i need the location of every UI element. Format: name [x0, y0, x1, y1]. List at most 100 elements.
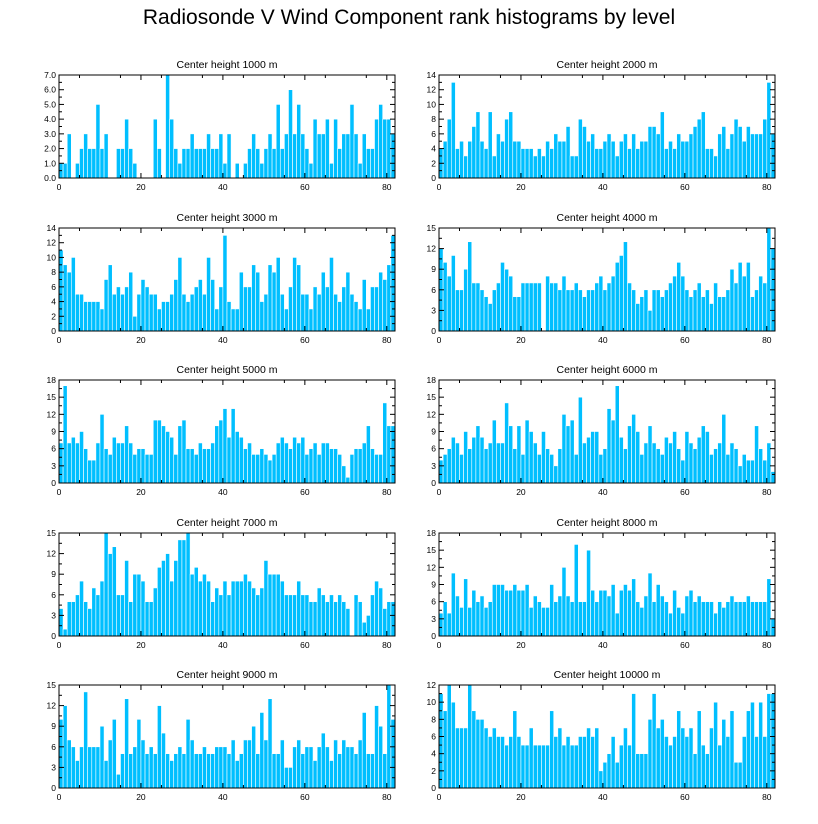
bar — [553, 601, 559, 637]
panel-9: Center height 9000 m 0 3 6 9 12 15 0 20 40 60 80 — [47, 669, 396, 802]
bar — [590, 133, 596, 179]
bar — [165, 553, 170, 637]
bar — [516, 425, 522, 484]
bar — [664, 148, 669, 179]
bar — [705, 289, 710, 332]
bar — [528, 148, 534, 179]
bar — [234, 431, 240, 484]
bar — [238, 753, 244, 789]
bar — [120, 753, 125, 789]
bar — [263, 560, 269, 637]
bar — [618, 744, 624, 789]
bar — [594, 282, 600, 332]
bar — [234, 760, 240, 789]
bar — [75, 293, 80, 332]
bar — [185, 448, 191, 484]
bar — [181, 293, 187, 332]
bar — [627, 148, 632, 179]
bar — [635, 601, 641, 637]
bar — [177, 539, 183, 637]
bar — [345, 746, 351, 789]
bar — [325, 746, 330, 789]
bar — [455, 148, 460, 179]
bar — [573, 282, 579, 332]
bar — [308, 601, 314, 637]
bar — [99, 725, 105, 789]
bar — [198, 580, 203, 637]
bar — [627, 425, 632, 484]
bar — [635, 303, 641, 332]
bar — [353, 448, 359, 484]
bar — [279, 148, 285, 179]
bar — [487, 111, 493, 179]
bar — [353, 133, 359, 179]
bar — [103, 133, 109, 179]
bar — [647, 572, 653, 637]
bar — [455, 289, 460, 332]
bar — [647, 425, 653, 484]
bar — [516, 589, 522, 637]
bar — [103, 760, 109, 789]
bar — [275, 753, 281, 789]
bar — [758, 133, 764, 179]
bar — [680, 612, 686, 637]
y-tick-label: 0 — [431, 173, 436, 183]
bar — [705, 148, 710, 179]
bar — [79, 580, 84, 637]
bar — [578, 289, 583, 332]
bar — [161, 301, 166, 332]
y-tick-label: 3 — [51, 610, 56, 620]
bar — [193, 454, 199, 484]
bar — [496, 584, 501, 637]
bar — [386, 684, 392, 789]
x-tick-label: 20 — [136, 487, 146, 497]
bar — [238, 436, 244, 484]
bar — [271, 454, 277, 484]
bar — [598, 454, 604, 484]
bar — [312, 286, 318, 332]
bar — [450, 436, 456, 484]
bar — [746, 595, 751, 637]
bar — [651, 126, 657, 179]
bar — [594, 601, 600, 637]
bar — [259, 301, 265, 332]
bar — [361, 442, 367, 484]
bar — [124, 425, 129, 484]
bar — [251, 587, 256, 637]
bar — [692, 753, 698, 789]
bar — [329, 760, 334, 789]
x-tick-label: 20 — [516, 487, 526, 497]
bar — [206, 580, 211, 637]
y-tick-label: 0 — [51, 478, 56, 488]
panel-title: Center height 6000 m — [557, 364, 658, 376]
bar — [643, 595, 649, 637]
bar — [341, 286, 347, 332]
bar — [333, 448, 338, 484]
bar — [247, 580, 252, 637]
bar — [91, 148, 97, 179]
bar — [308, 308, 314, 332]
bar — [370, 753, 375, 789]
bar — [374, 454, 379, 484]
bar — [729, 595, 735, 637]
bar — [226, 133, 232, 179]
y-tick-label: 15 — [47, 392, 57, 402]
bar — [676, 448, 682, 484]
bar — [573, 544, 579, 637]
bar — [79, 746, 84, 789]
bar — [549, 710, 555, 789]
bar — [99, 580, 105, 637]
bar — [586, 289, 591, 332]
bar — [165, 753, 170, 789]
bar — [255, 753, 261, 789]
bar — [438, 612, 444, 637]
bar — [541, 607, 546, 637]
bar — [496, 133, 501, 179]
bar — [333, 293, 338, 332]
bar — [83, 448, 88, 484]
x-tick-label: 80 — [382, 182, 392, 192]
bar — [483, 727, 489, 789]
bar — [284, 308, 289, 332]
bar — [700, 296, 706, 332]
bar — [173, 279, 179, 332]
